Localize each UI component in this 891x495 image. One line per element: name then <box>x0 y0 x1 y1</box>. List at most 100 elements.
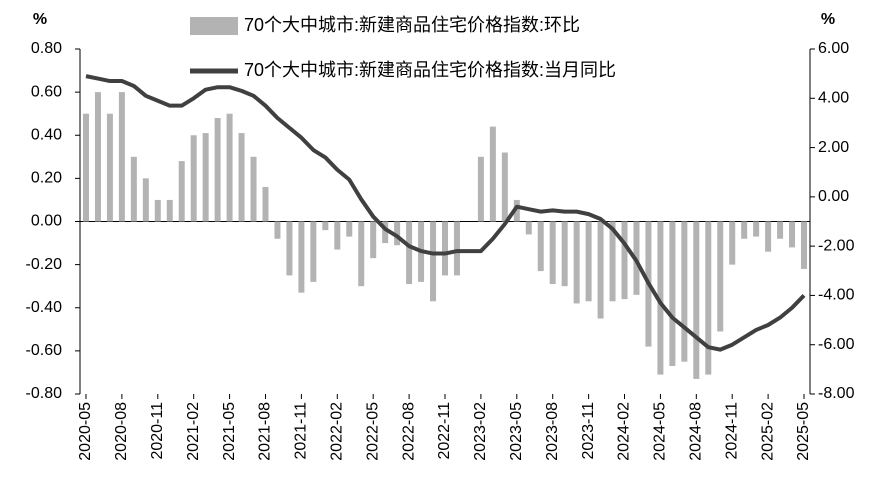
x-tick-label: 2024-08 <box>688 402 705 461</box>
y2-tick-label: 6.00 <box>818 40 849 57</box>
x-tick-label: 2021-05 <box>221 402 238 461</box>
bar <box>501 152 508 222</box>
bar <box>609 221 616 302</box>
bar <box>537 221 544 272</box>
y-tick-label: -0.60 <box>26 342 63 359</box>
bar <box>669 221 676 366</box>
bar <box>130 156 137 222</box>
x-tick-label: 2023-02 <box>472 402 489 461</box>
x-tick-label: 2023-11 <box>580 402 597 460</box>
bar <box>753 221 760 237</box>
x-tick-label: 2023-08 <box>544 402 561 461</box>
bar <box>430 221 437 302</box>
bar <box>226 113 233 222</box>
bar <box>789 221 796 248</box>
x-tick-label: 2021-02 <box>185 402 202 461</box>
x-tick-label: 2023-05 <box>508 402 525 461</box>
x-tick-label: 2024-11 <box>723 402 740 460</box>
bar <box>298 221 305 293</box>
x-tick-label: 2022-05 <box>364 402 381 461</box>
legend-label: 70个大中城市:新建商品住宅价格指数:当月同比 <box>244 60 616 80</box>
y-tick-label: 0.60 <box>31 83 62 100</box>
line <box>85 74 806 352</box>
bar <box>765 221 772 252</box>
y2-tick-label: 4.00 <box>818 90 849 107</box>
bar <box>477 156 484 222</box>
x-tick-label: 2022-08 <box>400 402 417 461</box>
y-tick-label: -0.40 <box>26 299 63 316</box>
bar <box>406 221 413 285</box>
x-tick-label: 2024-05 <box>652 402 669 461</box>
bar <box>621 221 628 300</box>
y2-tick-label: 0.00 <box>818 188 849 205</box>
y2-tick-label: -8.00 <box>818 385 855 402</box>
bar <box>274 221 281 239</box>
y2-tick-label: -6.00 <box>818 336 855 353</box>
x-tick-label: 2022-11 <box>436 402 453 460</box>
bar <box>310 221 317 282</box>
bar <box>334 221 341 250</box>
bar <box>801 221 808 269</box>
x-tick-label: 2021-11 <box>293 402 310 460</box>
bar <box>346 221 353 237</box>
bar <box>106 113 113 222</box>
legend-swatch <box>190 17 238 35</box>
bar <box>549 221 556 285</box>
bar <box>729 221 736 265</box>
y2-axis-label: % <box>821 11 835 28</box>
y-tick-label: 0.20 <box>31 170 62 187</box>
bar <box>286 221 293 276</box>
x-tick-label: 2022-02 <box>329 402 346 461</box>
bar <box>657 221 664 375</box>
x-tick-label: 2020-05 <box>77 402 94 461</box>
bar <box>178 161 185 222</box>
y-tick-label: -0.20 <box>26 256 63 273</box>
bar <box>262 187 269 222</box>
bar <box>585 221 592 302</box>
bar <box>777 221 784 239</box>
x-tick-label: 2025-05 <box>795 402 812 461</box>
bar <box>214 118 221 222</box>
bar <box>741 221 748 239</box>
y2-tick-label: -2.00 <box>818 237 855 254</box>
bar <box>202 133 209 222</box>
bar <box>681 221 688 362</box>
legend-label: 70个大中城市:新建商品住宅价格指数:环比 <box>244 15 580 35</box>
y-tick-label: 0.80 <box>31 40 62 57</box>
y2-tick-label: 2.00 <box>818 139 849 156</box>
y2-tick-label: -4.00 <box>818 287 855 304</box>
bar <box>561 221 568 287</box>
bar <box>82 113 89 222</box>
bar <box>142 178 149 222</box>
bar <box>513 199 520 222</box>
x-tick-label: 2020-08 <box>113 402 130 461</box>
bar <box>94 92 101 222</box>
y-tick-label: -0.80 <box>26 385 63 402</box>
bar <box>358 221 365 287</box>
y-axis-label: % <box>33 11 47 28</box>
x-tick-label: 2024-02 <box>616 402 633 461</box>
bar <box>154 199 161 222</box>
bar <box>190 135 197 222</box>
bar <box>525 221 532 235</box>
x-tick-label: 2020-11 <box>149 402 166 460</box>
bar <box>166 199 173 222</box>
bar <box>118 92 125 222</box>
bar <box>250 156 257 222</box>
bar <box>717 221 724 332</box>
bar <box>382 221 389 244</box>
bar <box>597 221 604 319</box>
bar <box>453 221 460 276</box>
x-tick-label: 2021-08 <box>257 402 274 461</box>
x-tick-label: 2025-02 <box>759 402 776 461</box>
bar <box>322 221 329 231</box>
bar <box>573 221 580 304</box>
bar <box>693 221 700 379</box>
bar <box>238 133 245 222</box>
y-tick-label: 0.40 <box>31 126 62 143</box>
y-tick-label: 0.00 <box>31 213 62 230</box>
bar <box>442 221 448 276</box>
bar <box>489 126 496 222</box>
bar <box>370 221 377 259</box>
